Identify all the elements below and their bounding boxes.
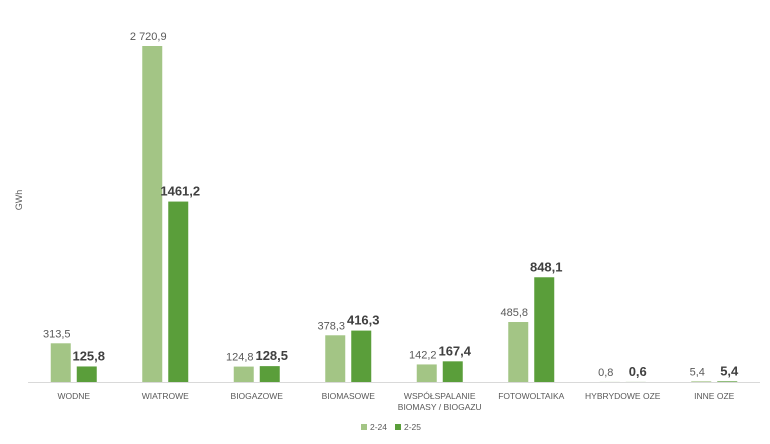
bar-series2-1 [168, 201, 189, 382]
bar-series1-5 [508, 322, 529, 382]
data-label-series1-4: 142,2 [409, 349, 437, 361]
data-label-series2-1: 1461,2 [160, 184, 200, 199]
bar-series1-4 [416, 364, 437, 382]
category-label-5: FOTOWOLTAIKA [498, 391, 564, 401]
legend: 2-24 2-25 [361, 422, 421, 432]
category-label-3: BIOMASOWE [322, 391, 376, 401]
bar-series2-2 [259, 366, 280, 382]
data-label-series1-3: 378,3 [317, 320, 345, 332]
bar-series2-4 [442, 361, 463, 382]
category-labels-group: WODNE WIATROWE BIOGAZOWE BIOMASOWE WSPÓŁSPAL… [57, 391, 734, 412]
bars-group [50, 46, 738, 382]
data-label-series2-3: 416,3 [347, 313, 380, 328]
bar-series2-7 [717, 381, 738, 382]
bar-series1-3 [325, 335, 346, 382]
data-label-series1-0: 313,5 [43, 328, 71, 340]
bar-series1-7 [691, 381, 712, 382]
category-label-1: WIATROWE [142, 391, 189, 401]
data-label-series2-6: 0,6 [629, 364, 647, 379]
data-label-series2-5: 848,1 [530, 259, 563, 274]
data-label-series1-6: 0,8 [598, 367, 613, 379]
category-label-4: WSPÓŁSPALANIE [404, 391, 476, 401]
data-label-series1-5: 485,8 [500, 307, 528, 319]
data-label-series1-7: 5,4 [690, 366, 705, 378]
y-axis-label: GWh [14, 190, 24, 211]
category-label-7: INNE OZE [694, 391, 734, 401]
legend-label-1: 2-24 [370, 422, 387, 432]
bar-series1-0 [50, 343, 71, 382]
legend-swatch-1 [361, 424, 367, 430]
data-label-series2-7: 5,4 [720, 363, 739, 378]
category-label-0: WODNE [57, 391, 90, 401]
bar-series2-3 [351, 330, 372, 382]
data-label-series1-2: 124,8 [226, 352, 254, 364]
bar-series2-5 [534, 277, 555, 382]
data-label-series1-1: 2 720,9 [130, 31, 167, 43]
data-label-series2-0: 125,8 [72, 348, 105, 363]
category-label-2: BIOGAZOWE [231, 391, 284, 401]
category-label-6: HYBRYDOWE OZE [585, 391, 661, 401]
data-label-series2-2: 128,5 [255, 348, 288, 363]
bar-series1-2 [233, 366, 254, 382]
category-label-4-line1: BIOMASY / BIOGAZU [398, 402, 482, 412]
bar-series1-1 [142, 46, 163, 382]
legend-label-2: 2-25 [404, 422, 421, 432]
legend-swatch-2 [395, 424, 401, 430]
bar-series2-0 [76, 366, 97, 382]
data-label-series2-4: 167,4 [438, 343, 471, 358]
